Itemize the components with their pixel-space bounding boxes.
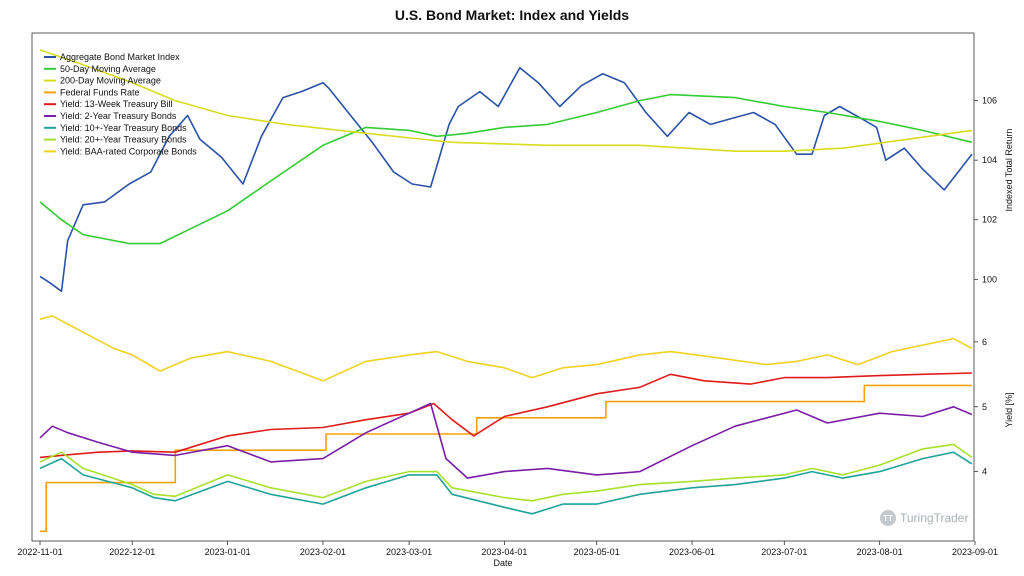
y-upper-tick-label: 100 [982, 274, 997, 284]
plot-frame [31, 32, 975, 542]
yield-series-5 [39, 315, 973, 382]
x-tick-label: 2023-05-01 [574, 547, 620, 557]
index-series-2 [39, 49, 973, 152]
x-tick-label: 2023-06-01 [669, 547, 715, 557]
legend-entry: 50-Day Moving Average [60, 64, 156, 74]
y-axis-lower: 4 5 6 [974, 337, 987, 477]
y-axis-label-lower: Yield [%] [1004, 392, 1014, 427]
x-tick-label: 2023-04-01 [481, 547, 527, 557]
x-axis: 2022-11-01 2022-12-01 2023-01-01 2023-02-01… [17, 541, 998, 557]
y-lower-tick-label: 4 [982, 467, 987, 477]
series-layer [39, 49, 973, 533]
watermark: TT TuringTrader [880, 510, 968, 526]
yield-series-3 [39, 451, 973, 515]
legend-entry: Yield: 20+-Year Treasury Bonds [60, 135, 187, 145]
turingtrader-logo-icon: TT [880, 510, 896, 526]
x-tick-label: 2023-02-01 [300, 547, 346, 557]
yield-series-4 [39, 443, 973, 502]
y-lower-tick-label: 6 [982, 337, 987, 347]
x-axis-label: Date [493, 558, 512, 568]
legend-entry: Yield: 2-Year Treasury Bonds [60, 111, 177, 121]
yield-series-1 [39, 372, 972, 459]
legend-entry: Yield: 10+-Year Treasury Bonds [60, 123, 187, 133]
x-tick-label: 2023-08-01 [857, 547, 903, 557]
x-tick-label: 2022-11-01 [17, 547, 62, 557]
chart-title: U.S. Bond Market: Index and Yields [394, 7, 630, 23]
y-lower-tick-label: 5 [982, 402, 987, 412]
x-tick-label: 2023-03-01 [386, 547, 432, 557]
y-axis-upper: 100 102 104 106 [974, 96, 997, 284]
x-tick-label: 2023-09-01 [952, 547, 998, 557]
yield-series-2 [39, 402, 973, 479]
legend-entry: Federal Funds Rate [60, 87, 140, 97]
y-upper-tick-label: 104 [982, 155, 997, 165]
x-tick-label: 2023-07-01 [761, 547, 807, 557]
legend: Aggregate Bond Market Index 50-Day Moving… [44, 52, 197, 156]
x-tick-label: 2022-12-01 [109, 547, 155, 557]
watermark-text: TuringTrader [900, 511, 969, 525]
y-upper-tick-label: 106 [982, 96, 997, 106]
yield-series-0 [40, 384, 972, 533]
x-tick-label: 2023-01-01 [205, 547, 251, 557]
legend-entry: 200-Day Moving Average [60, 76, 161, 86]
legend-entry: Aggregate Bond Market Index [60, 52, 180, 62]
y-upper-tick-label: 102 [982, 215, 997, 225]
y-axis-label-upper: Indexed Total Return [1004, 129, 1014, 212]
legend-entry: Yield: 13-Week Treasury Bill [60, 99, 173, 109]
index-series-0 [39, 67, 973, 293]
index-series-1 [39, 93, 973, 245]
legend-entry: Yield: BAA-rated Corporate Bonds [60, 146, 197, 156]
